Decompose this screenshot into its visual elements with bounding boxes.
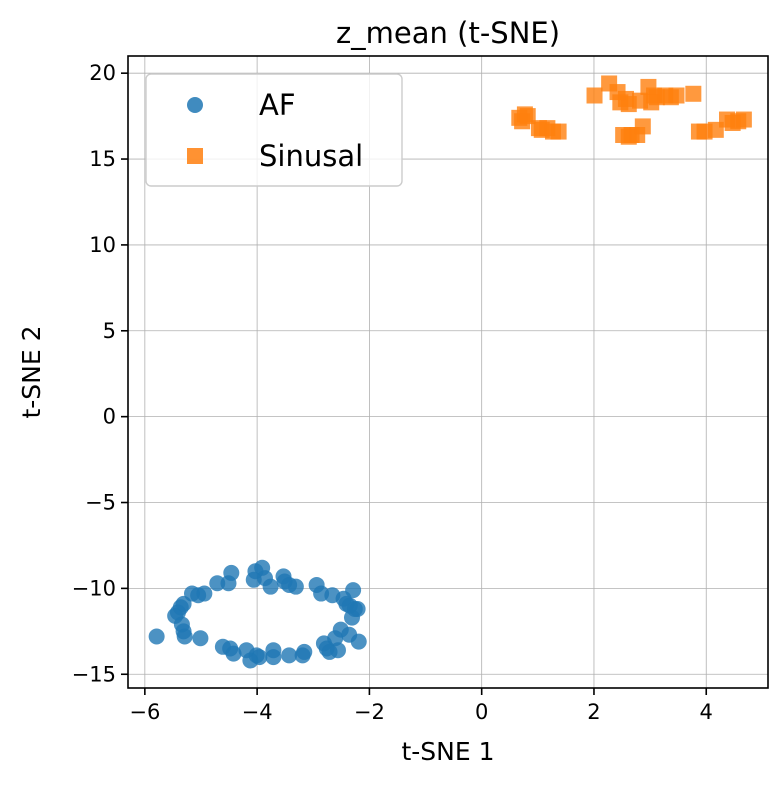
data-point-sinusal [634, 118, 651, 135]
data-point-af [341, 597, 358, 614]
data-point-af [196, 585, 213, 602]
data-point-af [296, 643, 313, 660]
data-point-af [209, 575, 226, 592]
data-points [148, 75, 752, 669]
y-tick-label: −5 [85, 491, 116, 515]
data-point-af [329, 642, 346, 659]
y-tick-label: 0 [103, 405, 116, 429]
x-tick-label: −2 [354, 700, 385, 724]
data-point-af [287, 578, 304, 595]
data-point-af [345, 582, 362, 599]
y-tick-label: 15 [89, 147, 116, 171]
x-axis-title: t-SNE 1 [401, 737, 494, 766]
legend-marker-sinusal [187, 148, 203, 164]
legend-marker-af [187, 97, 203, 113]
legend-label-sinusal: Sinusal [259, 139, 363, 173]
y-tick-label: −15 [72, 662, 116, 686]
axis-ticks: −6 −4 −2 0 2 4 −15 −10 −5 0 5 10 15 20 [72, 61, 713, 724]
legend-box [145, 73, 403, 187]
plot-frame [127, 55, 769, 689]
data-point-af [281, 647, 298, 664]
x-tick-label: −6 [129, 700, 160, 724]
data-point-af [148, 628, 165, 645]
x-tick-label: 4 [700, 700, 713, 724]
y-tick-label: −10 [72, 576, 116, 600]
data-point-sinusal [685, 85, 702, 102]
x-tick-label: 2 [587, 700, 600, 724]
y-tick-label: 10 [89, 233, 116, 257]
data-point-af [176, 628, 193, 645]
data-point-af [251, 649, 268, 666]
data-point-af [350, 633, 367, 650]
chart-title: z_mean (t-SNE) [336, 16, 560, 50]
data-point-af [192, 630, 209, 647]
legend-label-af: AF [259, 88, 296, 122]
data-point-sinusal [550, 123, 567, 140]
y-tick-label: 20 [89, 61, 116, 85]
data-point-af [262, 578, 279, 595]
data-point-sinusal [735, 111, 752, 128]
y-axis-title: t-SNE 2 [17, 325, 46, 418]
data-point-af [265, 649, 282, 666]
data-point-sinusal [668, 87, 685, 104]
data-point-sinusal [519, 108, 536, 125]
data-point-af [225, 645, 242, 662]
data-point-sinusal [586, 87, 603, 104]
data-point-af [223, 564, 240, 581]
x-tick-label: 0 [475, 700, 488, 724]
x-tick-label: −4 [242, 700, 273, 724]
legend: AF Sinusal [145, 73, 403, 187]
y-tick-label: 5 [103, 319, 116, 343]
